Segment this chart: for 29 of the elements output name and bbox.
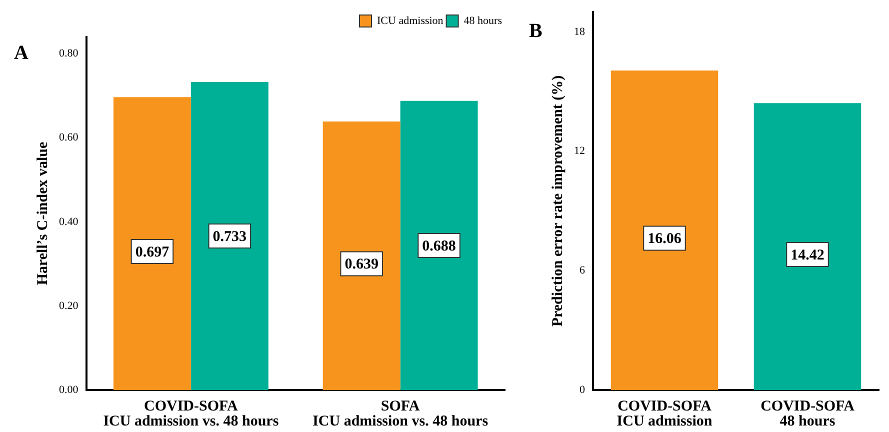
y-tick-label: 6: [580, 264, 586, 277]
data-label: 16.06: [648, 231, 682, 248]
y-tick-label: 0.80: [59, 48, 79, 60]
y-tick-label: 0.00: [59, 384, 79, 396]
bar: [322, 121, 400, 390]
x-tick-label: COVID-SOFA ICU admission vs. 48 hours: [103, 398, 279, 430]
legend-label: 48 hours: [464, 14, 502, 27]
data-label: 14.42: [790, 247, 824, 264]
data-label: 0.639: [344, 256, 378, 273]
data-label: 0.733: [212, 228, 247, 245]
text: B: [529, 20, 542, 42]
x-tick-label: COVID-SOFA ICU admission: [616, 398, 713, 430]
x-tick-label: SOFA ICU admission vs. 48 hours: [312, 398, 488, 430]
y-axis-title: Harell’s C-index value: [34, 141, 51, 286]
chart-title: A: [14, 42, 29, 64]
y-tick-label: 0.20: [59, 300, 79, 312]
legend-label: ICU admission: [377, 14, 444, 27]
y-axis-title: Prediction error rate improvement (%): [550, 75, 566, 327]
y-tick-label: 18: [574, 26, 586, 38]
data-label: 0.688: [422, 238, 456, 254]
bar: [190, 82, 268, 390]
bar: [113, 97, 191, 390]
bar: [400, 100, 478, 390]
y-tick-label: 0.40: [59, 216, 79, 228]
y-tick-label: 0: [580, 384, 586, 396]
y-tick-label: 12: [574, 145, 585, 158]
data-label: 0.697: [135, 244, 170, 260]
y-tick-label: 0.60: [59, 132, 79, 144]
x-tick-label: COVID-SOFA 48 hours: [760, 398, 855, 430]
